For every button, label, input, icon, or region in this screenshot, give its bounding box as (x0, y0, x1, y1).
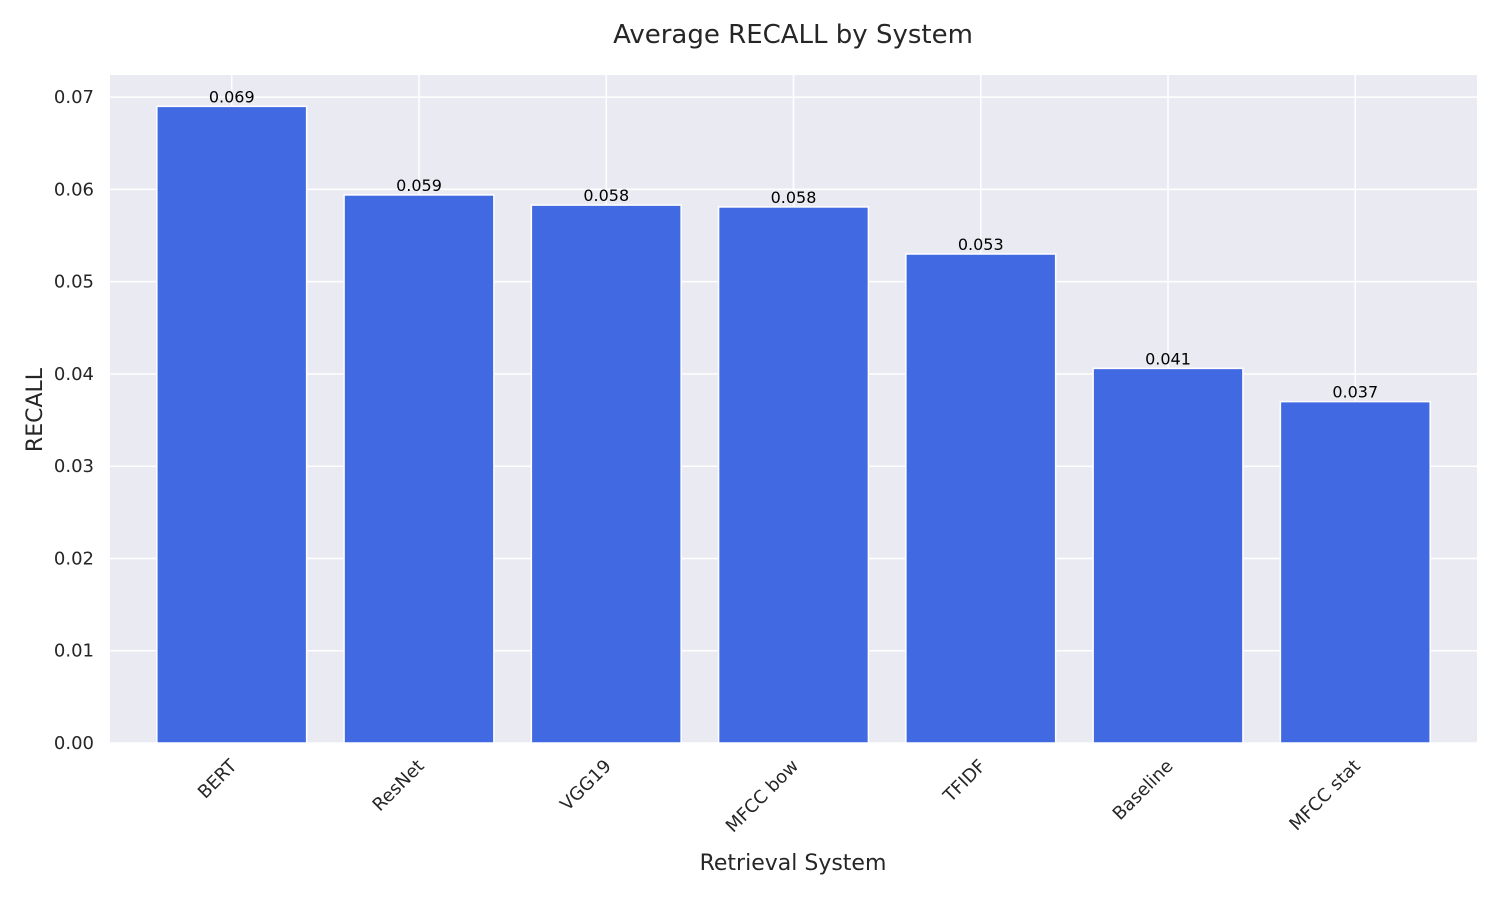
x-tick-label: ResNet (369, 756, 429, 816)
bar-value-label: 0.058 (771, 188, 817, 207)
x-tick-label: VGG19 (556, 756, 615, 815)
bar-mfcc-bow (717, 206, 870, 744)
bar-resnet (343, 194, 495, 744)
x-tick-label: BERT (194, 755, 242, 803)
x-tick-label: MFCC stat (1285, 756, 1364, 835)
chart-title: Average RECALL by System (613, 20, 973, 50)
y-tick-label: 0.01 (54, 641, 94, 662)
bar-bert (156, 105, 308, 744)
x-tick-label: TFIDF (939, 756, 991, 808)
bar-mfcc-stat (1279, 400, 1431, 744)
bar-value-label: 0.053 (958, 235, 1004, 254)
bars: 0.069 0.059 0.058 0.058 0.053 0.041 0.037 (156, 87, 1431, 744)
bar-value-label: 0.041 (1145, 349, 1191, 368)
y-tick-label: 0.02 (54, 548, 94, 569)
y-tick-label: 0.06 (54, 179, 94, 200)
bar-baseline (1092, 367, 1244, 744)
x-tick-label: Baseline (1109, 756, 1178, 825)
y-tick-label: 0.00 (54, 733, 94, 754)
y-tick-label: 0.05 (54, 272, 94, 293)
y-tick-label: 0.07 (54, 87, 94, 108)
x-axis-label: Retrieval System (700, 851, 887, 876)
y-tick-label: 0.04 (54, 364, 94, 385)
y-axis-label: RECALL (23, 367, 48, 452)
y-tick-label: 0.03 (54, 456, 94, 477)
bar-value-label: 0.059 (396, 176, 442, 195)
x-tick-label: MFCC bow (722, 756, 803, 837)
bar-value-label: 0.037 (1332, 383, 1378, 402)
bar-vgg19 (530, 204, 682, 744)
y-axis-ticks: 0.00 0.01 0.02 0.03 0.04 0.05 0.06 0.07 (54, 87, 94, 754)
bar-tfidf (905, 253, 1057, 744)
bar-value-label: 0.069 (209, 87, 255, 106)
x-axis-ticks: BERT ResNet VGG19 MFCC bow TFIDF Baseline MFCC… (194, 755, 1365, 837)
bar-value-label: 0.058 (583, 186, 629, 205)
